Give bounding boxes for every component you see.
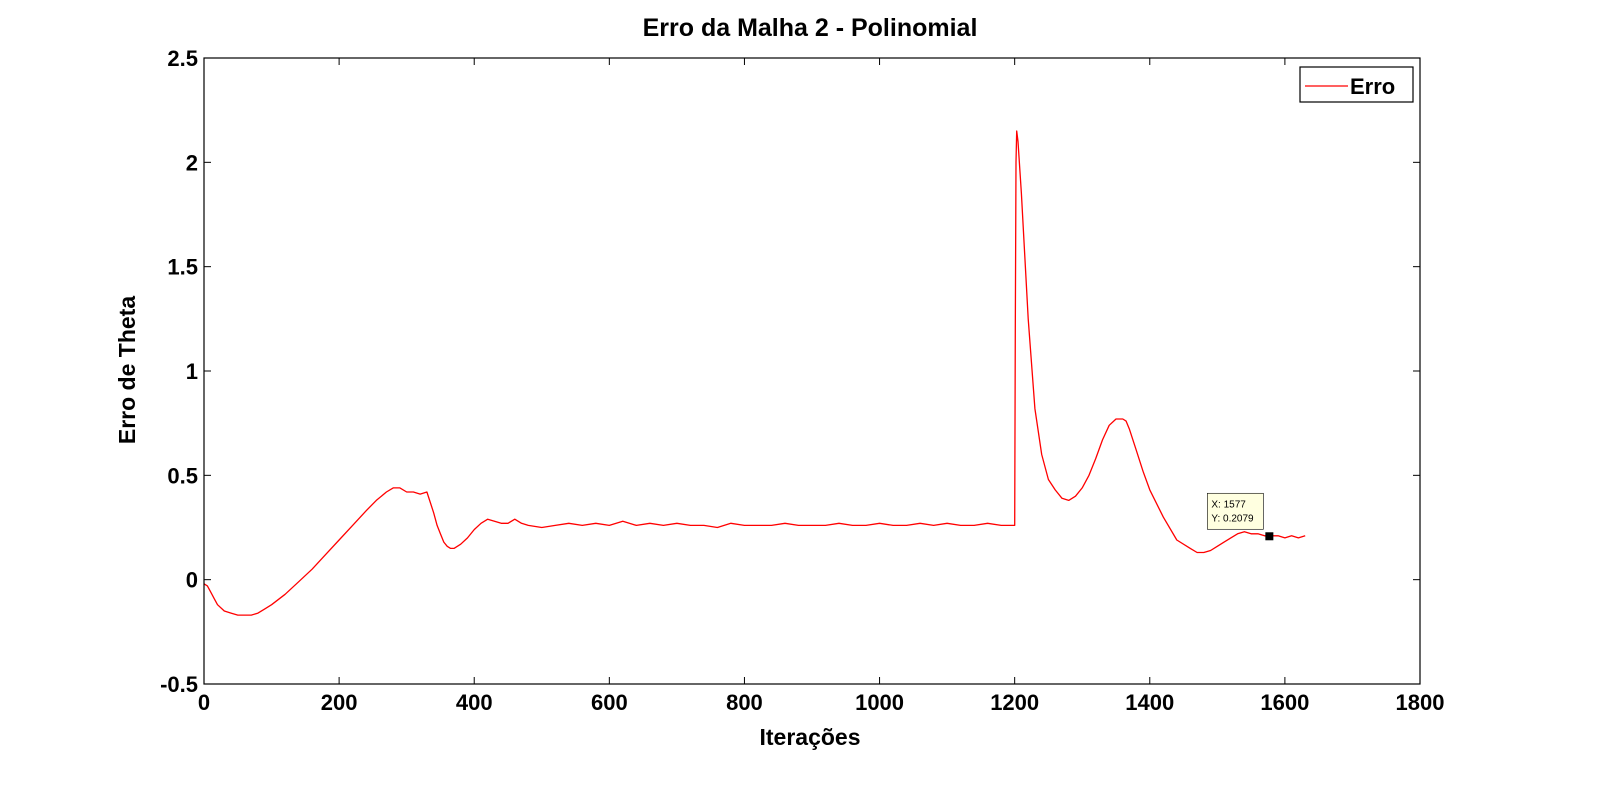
plot-area [203, 130, 1306, 616]
legend-item-erro: Erro [1350, 74, 1395, 99]
y-tick-label: 2.5 [167, 46, 198, 71]
axes-box [203, 57, 1421, 685]
y-tick-label: 1.5 [167, 255, 198, 280]
x-tick-label: 600 [591, 690, 628, 715]
y-tick-label: 1 [186, 359, 198, 384]
datatip-marker[interactable] [1265, 532, 1274, 541]
x-tick-label: 800 [726, 690, 763, 715]
datatip[interactable]: X: 1577 Y: 0.2079 [1207, 492, 1274, 541]
legend-box [1299, 66, 1414, 103]
x-tick-label: 1200 [990, 690, 1039, 715]
y-tick-label: 0.5 [167, 463, 198, 488]
x-tick-label: 200 [321, 690, 358, 715]
x-axis-label: Iterações [759, 724, 860, 750]
datatip-box[interactable] [1207, 492, 1264, 530]
x-tick-label: 1600 [1260, 690, 1309, 715]
x-tick-label: 0 [198, 690, 210, 715]
axis-ticks: 0 200 400 600 800 1000 1200 1400 1600 1800-0.500.… [160, 46, 1444, 715]
x-tick-label: 400 [456, 690, 493, 715]
datatip-y-label: Y: 0.2079 [1211, 513, 1254, 524]
x-tick-label: 1400 [1125, 690, 1174, 715]
series-line-erro [203, 130, 1306, 616]
x-tick-label: 1000 [855, 690, 904, 715]
y-axis-label: Erro de Theta [114, 296, 140, 444]
legend: Erro [1299, 66, 1414, 103]
y-tick-label: 0 [186, 568, 198, 593]
datatip-x-label: X: 1577 [1211, 499, 1246, 510]
y-tick-label: 2 [186, 150, 198, 175]
y-tick-label: -0.5 [160, 672, 198, 697]
x-tick-label: 1800 [1396, 690, 1445, 715]
chart-title: Erro da Malha 2 - Polinomial [643, 14, 978, 42]
